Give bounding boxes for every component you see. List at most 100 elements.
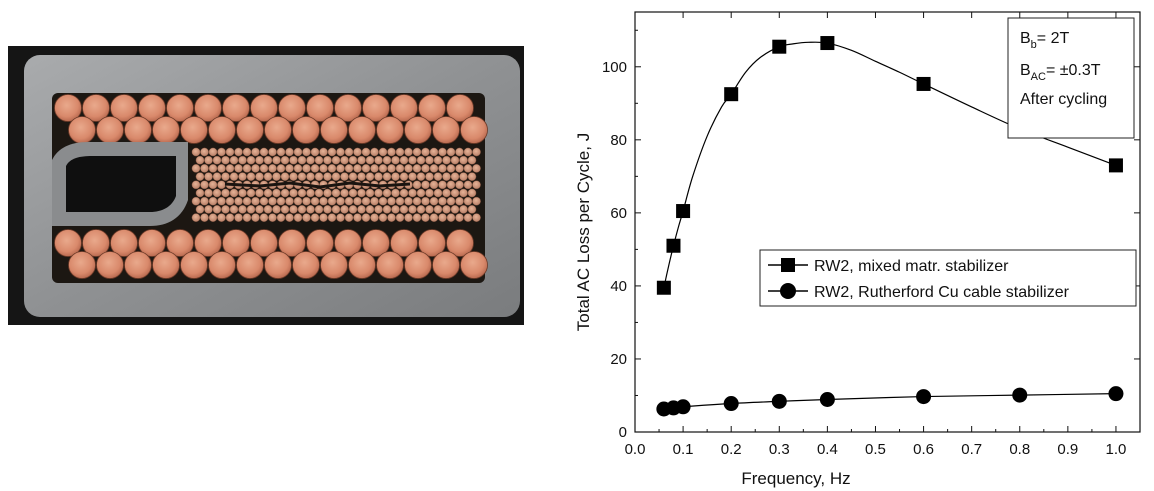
cable-strand: [314, 155, 324, 165]
cable-strand: [365, 155, 375, 165]
cable-strand: [395, 164, 405, 173]
cable-strand: [234, 213, 243, 222]
cable-strand: [217, 147, 226, 157]
cable-strand: [208, 213, 218, 222]
cable-strand: [455, 180, 464, 190]
copper-wire: [320, 116, 348, 144]
copper-wire: [54, 94, 82, 122]
copper-wire: [110, 229, 138, 257]
data-point-square: [916, 76, 931, 91]
data-point-circle: [819, 391, 835, 407]
copper-wire: [390, 94, 418, 122]
copper-wire: [432, 251, 460, 279]
y-axis-ticks: 0 20 40 60 80 100: [602, 29, 1140, 441]
cable-strand: [251, 147, 260, 157]
cable-strand: [310, 196, 320, 206]
cable-strand: [238, 155, 247, 165]
x-tick-label: 0.9: [1057, 441, 1078, 458]
copper-wire: [418, 94, 446, 122]
cable-strand: [314, 172, 324, 181]
cable-strand: [331, 205, 341, 214]
copper-wire: [320, 251, 348, 279]
cable-strand: [263, 172, 273, 181]
cable-strand: [357, 172, 366, 181]
cable-strand: [421, 213, 430, 222]
cable-strand: [348, 155, 358, 165]
cable-strand: [378, 196, 388, 206]
cable-strand: [433, 188, 443, 198]
cable-strand: [255, 172, 264, 181]
cable-strand: [365, 188, 375, 198]
cable-strand: [268, 196, 277, 206]
cable-strand: [285, 196, 294, 206]
copper-wire: [138, 229, 166, 257]
cable-strand: [272, 172, 281, 181]
cable-strand: [306, 155, 315, 165]
cable-strand: [319, 164, 328, 173]
cable-strand: [289, 172, 298, 181]
data-point-square: [724, 87, 739, 102]
cable-strand: [395, 147, 405, 157]
cable-strand: [238, 205, 247, 214]
cable-strand: [412, 213, 422, 222]
cable-strand: [374, 205, 383, 214]
x-tick-label: 0.7: [961, 441, 982, 458]
copper-wire: [460, 116, 488, 144]
copper-wire: [292, 116, 320, 144]
cable-strand: [331, 188, 341, 198]
legend-circle-icon: [780, 283, 796, 299]
cable-strand: [217, 164, 226, 173]
cable-strand: [280, 155, 290, 165]
copper-wire: [208, 251, 236, 279]
cable-strand: [319, 196, 328, 206]
y-tick-label: 0: [619, 424, 627, 441]
copper-wire: [82, 94, 110, 122]
cable-strand: [408, 172, 417, 181]
cable-strand: [408, 155, 417, 165]
cable-strand: [208, 164, 218, 173]
cable-strand: [408, 205, 417, 214]
cable-strand: [446, 213, 456, 222]
cable-strand: [217, 196, 226, 206]
cable-strand: [268, 164, 277, 173]
copper-wire: [334, 94, 362, 122]
cable-strand: [200, 147, 209, 157]
cable-strand: [472, 147, 481, 157]
cable-strand: [251, 196, 260, 206]
cable-strand: [416, 188, 426, 198]
annotation-bb: Bb= 2T: [1020, 30, 1069, 51]
cable-strand: [323, 172, 332, 181]
x-tick-label: 0.3: [769, 441, 790, 458]
cable-strand-core: [191, 147, 481, 222]
cable-strand: [446, 147, 456, 157]
cable-strand: [234, 147, 243, 157]
cable-strand: [234, 164, 243, 173]
cable-strand: [387, 196, 396, 206]
cable-strand: [327, 147, 337, 157]
cable-strand: [221, 188, 230, 198]
cable-strand: [280, 172, 290, 181]
data-point-circle: [723, 396, 739, 412]
y-tick-label: 80: [610, 132, 627, 149]
cable-strand: [221, 172, 230, 181]
copper-wire: [348, 116, 376, 144]
cable-strand: [340, 155, 349, 165]
cable-strand: [344, 196, 354, 206]
copper-wire: [82, 229, 110, 257]
cable-strand: [259, 147, 269, 157]
cable-strand: [353, 196, 362, 206]
copper-wire: [418, 229, 446, 257]
cable-strand: [404, 147, 413, 157]
cable-strand: [370, 196, 379, 206]
cable-strand: [459, 172, 468, 181]
annotation-box: [1007, 17, 1135, 139]
cable-strand: [255, 155, 264, 165]
cable-strand: [238, 172, 247, 181]
cable-strand: [255, 205, 264, 214]
cable-strand: [463, 147, 473, 157]
cable-strand: [357, 205, 366, 214]
cable-strand: [268, 147, 277, 157]
cable-strand: [395, 196, 405, 206]
cable-strand: [374, 155, 383, 165]
cable-strand: [246, 188, 256, 198]
